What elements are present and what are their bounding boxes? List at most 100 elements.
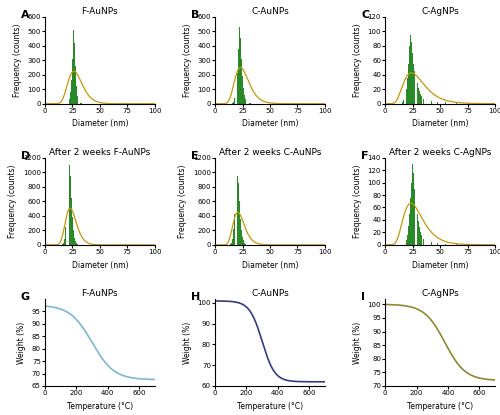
Bar xyxy=(232,239,233,245)
Bar xyxy=(66,208,68,245)
Bar xyxy=(242,237,243,245)
Bar xyxy=(411,183,412,245)
Bar xyxy=(68,99,70,104)
Bar xyxy=(73,230,74,245)
Bar xyxy=(231,243,232,245)
Bar xyxy=(71,198,72,245)
Bar xyxy=(246,244,248,245)
Bar xyxy=(407,235,408,245)
Bar xyxy=(66,103,68,104)
Bar xyxy=(244,95,245,104)
Title: F-AuNPs: F-AuNPs xyxy=(82,7,118,16)
Bar xyxy=(421,96,422,104)
Bar xyxy=(241,59,242,104)
Bar xyxy=(423,239,424,245)
Bar xyxy=(234,98,236,104)
Bar xyxy=(467,244,468,245)
Bar xyxy=(239,27,240,104)
Text: G: G xyxy=(21,292,30,302)
Y-axis label: Frequency (counts): Frequency (counts) xyxy=(183,23,192,97)
Bar xyxy=(244,243,245,245)
Bar xyxy=(445,244,446,245)
X-axis label: Temperature (°C): Temperature (°C) xyxy=(237,402,303,411)
Y-axis label: Frequency (counts): Frequency (counts) xyxy=(353,23,362,97)
Bar xyxy=(243,88,244,104)
Bar xyxy=(419,227,420,245)
Title: After 2 weeks C-AuNPs: After 2 weeks C-AuNPs xyxy=(219,148,321,157)
Text: F: F xyxy=(361,151,368,161)
Y-axis label: Weight (%): Weight (%) xyxy=(18,321,26,364)
Bar xyxy=(402,102,403,104)
Text: B: B xyxy=(191,10,200,20)
Bar xyxy=(421,235,422,245)
Bar xyxy=(467,103,468,104)
Bar xyxy=(240,38,241,104)
Bar xyxy=(71,81,72,104)
Bar xyxy=(239,201,240,245)
Text: A: A xyxy=(21,10,29,20)
X-axis label: Temperature (°C): Temperature (°C) xyxy=(67,402,133,411)
Bar xyxy=(407,78,408,104)
Y-axis label: Weight (%): Weight (%) xyxy=(353,321,362,364)
Bar xyxy=(423,99,424,104)
Bar xyxy=(232,103,233,104)
Bar xyxy=(242,76,243,104)
Bar xyxy=(431,101,432,104)
Bar xyxy=(76,243,78,245)
Bar xyxy=(73,29,74,104)
Title: C-AuNPs: C-AuNPs xyxy=(251,7,289,16)
X-axis label: Diameter (nm): Diameter (nm) xyxy=(412,120,469,128)
Y-axis label: Frequency (counts): Frequency (counts) xyxy=(353,164,362,238)
Bar xyxy=(416,83,418,104)
Bar xyxy=(412,164,413,245)
Bar xyxy=(64,239,65,245)
Bar xyxy=(409,214,410,245)
Text: E: E xyxy=(191,151,198,161)
Title: After 2 weeks F-AuNPs: After 2 weeks F-AuNPs xyxy=(50,148,150,157)
Bar xyxy=(241,230,242,245)
Bar xyxy=(419,91,420,104)
Bar xyxy=(426,100,428,104)
Bar xyxy=(236,176,238,245)
Bar xyxy=(414,189,416,245)
Bar xyxy=(420,94,421,104)
Bar xyxy=(78,101,80,104)
Bar xyxy=(426,240,428,245)
Title: After 2 weeks C-AgNPs: After 2 weeks C-AgNPs xyxy=(389,148,492,157)
Bar xyxy=(72,217,73,245)
Bar xyxy=(411,42,412,104)
Y-axis label: Frequency (counts): Frequency (counts) xyxy=(13,23,22,97)
X-axis label: Diameter (nm): Diameter (nm) xyxy=(242,120,298,128)
Bar xyxy=(404,243,406,245)
Bar xyxy=(243,240,244,245)
Y-axis label: Weight (%): Weight (%) xyxy=(183,321,192,364)
Title: C-AgNPs: C-AgNPs xyxy=(421,7,459,16)
Bar xyxy=(74,237,75,245)
Bar xyxy=(236,73,238,104)
Text: I: I xyxy=(361,292,365,302)
Bar xyxy=(409,46,410,104)
Y-axis label: Frequency (counts): Frequency (counts) xyxy=(8,164,18,238)
Bar xyxy=(246,102,248,104)
X-axis label: Diameter (nm): Diameter (nm) xyxy=(72,120,128,128)
X-axis label: Temperature (°C): Temperature (°C) xyxy=(407,402,473,411)
Bar xyxy=(74,43,75,104)
Bar xyxy=(72,59,73,104)
Bar xyxy=(81,103,82,104)
Bar xyxy=(234,214,236,245)
Bar xyxy=(456,103,457,104)
Bar xyxy=(248,103,250,104)
Bar xyxy=(420,232,421,245)
X-axis label: Diameter (nm): Diameter (nm) xyxy=(412,261,469,270)
X-axis label: Diameter (nm): Diameter (nm) xyxy=(72,261,128,270)
Title: F-AuNPs: F-AuNPs xyxy=(82,289,118,298)
Bar xyxy=(456,244,457,245)
Text: D: D xyxy=(21,151,30,161)
Bar xyxy=(63,243,64,245)
Bar xyxy=(68,165,70,245)
X-axis label: Diameter (nm): Diameter (nm) xyxy=(242,261,298,270)
Bar xyxy=(431,242,432,245)
Bar xyxy=(412,53,413,104)
Text: H: H xyxy=(191,292,200,302)
Text: C: C xyxy=(361,10,369,20)
